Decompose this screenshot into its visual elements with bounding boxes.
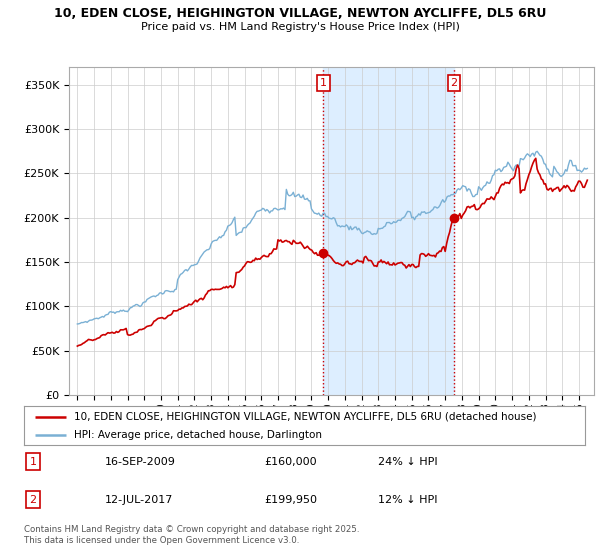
Text: 24% ↓ HPI: 24% ↓ HPI (378, 457, 437, 467)
Text: Price paid vs. HM Land Registry's House Price Index (HPI): Price paid vs. HM Land Registry's House … (140, 22, 460, 32)
Text: 10, EDEN CLOSE, HEIGHINGTON VILLAGE, NEWTON AYCLIFFE, DL5 6RU: 10, EDEN CLOSE, HEIGHINGTON VILLAGE, NEW… (54, 7, 546, 20)
Text: 2: 2 (451, 78, 458, 88)
Bar (323, 67, 454, 395)
Text: HPI: Average price, detached house, Darlington: HPI: Average price, detached house, Darl… (74, 430, 322, 440)
Text: Contains HM Land Registry data © Crown copyright and database right 2025.
This d: Contains HM Land Registry data © Crown c… (24, 525, 359, 545)
Text: 12-JUL-2017: 12-JUL-2017 (105, 494, 173, 505)
Text: 12% ↓ HPI: 12% ↓ HPI (378, 494, 437, 505)
Text: 2: 2 (29, 494, 37, 505)
Text: £199,950: £199,950 (264, 494, 317, 505)
Text: 16-SEP-2009: 16-SEP-2009 (105, 457, 176, 467)
Text: 10, EDEN CLOSE, HEIGHINGTON VILLAGE, NEWTON AYCLIFFE, DL5 6RU (detached house): 10, EDEN CLOSE, HEIGHINGTON VILLAGE, NEW… (74, 412, 537, 422)
Text: £160,000: £160,000 (264, 457, 317, 467)
Text: 1: 1 (320, 78, 327, 88)
Text: 1: 1 (29, 457, 37, 467)
